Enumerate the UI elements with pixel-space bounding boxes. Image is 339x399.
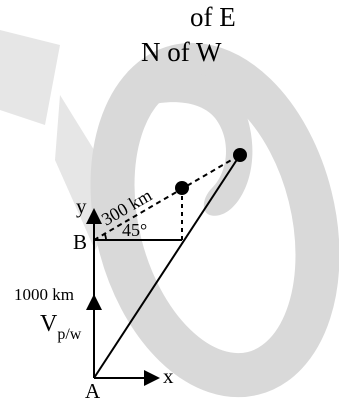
resultant-line bbox=[93, 154, 241, 379]
distance-1000-label: 1000 km bbox=[14, 285, 74, 304]
point-b-label: B bbox=[73, 230, 87, 254]
velocity-main: V bbox=[40, 311, 58, 337]
angle-arc bbox=[103, 232, 107, 241]
point-a-label: A bbox=[85, 379, 101, 399]
axis-x-label: x bbox=[163, 364, 174, 388]
position-dot-1 bbox=[175, 181, 189, 195]
header-line-1: of E bbox=[190, 2, 236, 32]
angle-label: 45° bbox=[122, 220, 147, 240]
header-line-2: N of W bbox=[141, 37, 222, 67]
axis-y-label: y bbox=[76, 194, 87, 218]
dashed-300km-line bbox=[93, 154, 241, 241]
velocity-subscript: p/w bbox=[57, 326, 81, 343]
watermark-logo bbox=[0, 30, 339, 398]
velocity-label: Vp/w bbox=[40, 311, 82, 343]
position-dot-2 bbox=[233, 148, 247, 162]
